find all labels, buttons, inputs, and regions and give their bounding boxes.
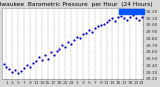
Point — [105, 21, 108, 22]
Point — [58, 48, 61, 49]
Point — [91, 31, 93, 32]
Point — [49, 51, 52, 53]
Point — [99, 24, 102, 26]
Point — [17, 73, 20, 74]
Point — [46, 58, 49, 59]
Point — [61, 44, 64, 46]
Point — [29, 66, 31, 67]
Point — [135, 18, 137, 19]
Point — [35, 61, 37, 62]
Point — [117, 16, 120, 18]
Point — [102, 23, 105, 24]
Point — [85, 32, 87, 34]
Point — [114, 20, 117, 22]
Point — [67, 42, 70, 43]
Point — [96, 26, 99, 27]
Point — [2, 63, 5, 65]
Point — [8, 68, 11, 69]
Point — [129, 16, 131, 18]
Point — [55, 50, 58, 51]
Point — [88, 30, 90, 31]
Point — [120, 15, 123, 16]
Point — [93, 28, 96, 29]
Point — [79, 38, 81, 39]
Point — [126, 19, 128, 20]
Point — [14, 69, 17, 71]
Point — [40, 59, 43, 61]
Point — [52, 54, 55, 55]
Point — [26, 65, 28, 66]
Point — [20, 70, 23, 71]
Point — [111, 18, 114, 19]
Point — [44, 55, 46, 56]
Point — [73, 39, 76, 40]
Title: Milwaukee  Barometric Pressure  per Hour  (24 Hours): Milwaukee Barometric Pressure per Hour (… — [0, 2, 152, 7]
Point — [108, 19, 111, 20]
Point — [123, 18, 125, 19]
Point — [138, 19, 140, 20]
Point — [141, 16, 143, 18]
Point — [76, 36, 78, 38]
Point — [132, 14, 134, 16]
Point — [5, 66, 8, 67]
Point — [64, 46, 67, 47]
Point — [23, 67, 25, 69]
Point — [82, 34, 84, 35]
Point — [38, 57, 40, 58]
Point — [11, 71, 14, 73]
Point — [70, 43, 72, 45]
Point — [32, 62, 34, 63]
